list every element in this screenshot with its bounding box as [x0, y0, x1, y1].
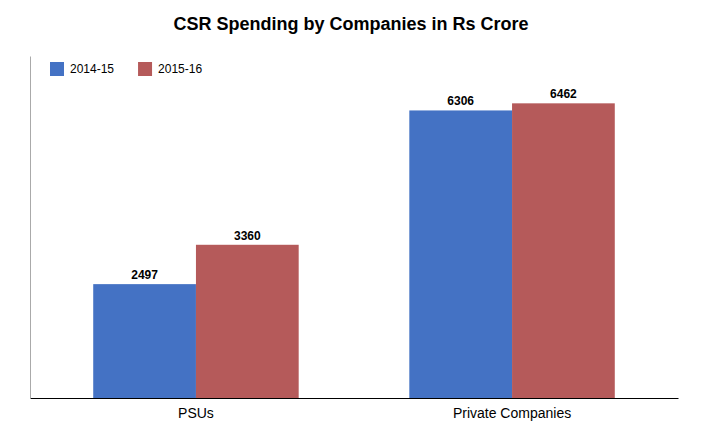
y-axis-line — [30, 57, 31, 399]
legend-item: 2015-16 — [138, 62, 202, 76]
legend-label: 2015-16 — [158, 62, 202, 76]
data-label: 3360 — [234, 229, 261, 243]
x-tick: Private Companies — [453, 398, 571, 421]
x-tick-label: Private Companies — [453, 405, 571, 421]
data-label: 6462 — [550, 87, 577, 101]
y-axis — [30, 57, 31, 399]
legend: 2014-15 2015-16 — [50, 62, 202, 76]
legend-swatch — [138, 62, 152, 76]
title: CSR Spending by Companies in Rs Crore — [173, 14, 528, 34]
data-label: 6306 — [447, 94, 474, 108]
data-labels: 2497 6306 3360 6462 — [131, 87, 577, 282]
legend-item: 2014-15 — [50, 62, 114, 76]
bars — [93, 103, 615, 398]
bar — [512, 103, 615, 398]
chart: CSR Spending by Companies in Rs Crore 249… — [0, 0, 702, 442]
bar — [196, 245, 299, 398]
x-tick-label: PSUs — [178, 405, 214, 421]
data-label: 2497 — [131, 268, 158, 282]
bar — [409, 110, 512, 398]
legend-swatch — [50, 62, 64, 76]
x-axis-line — [31, 398, 679, 399]
x-tick: PSUs — [178, 398, 214, 421]
plot: 2497 6306 3360 6462 PSUs Private Companies 201… — [31, 57, 679, 421]
bar — [93, 284, 196, 398]
x-axis: PSUs Private Companies — [31, 398, 679, 421]
legend-label: 2014-15 — [70, 62, 114, 76]
